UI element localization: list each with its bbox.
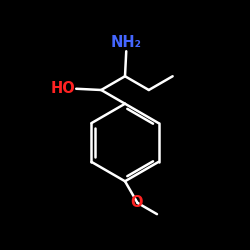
Text: O: O (130, 196, 142, 210)
Text: NH₂: NH₂ (111, 35, 142, 50)
Text: HO: HO (50, 81, 75, 96)
